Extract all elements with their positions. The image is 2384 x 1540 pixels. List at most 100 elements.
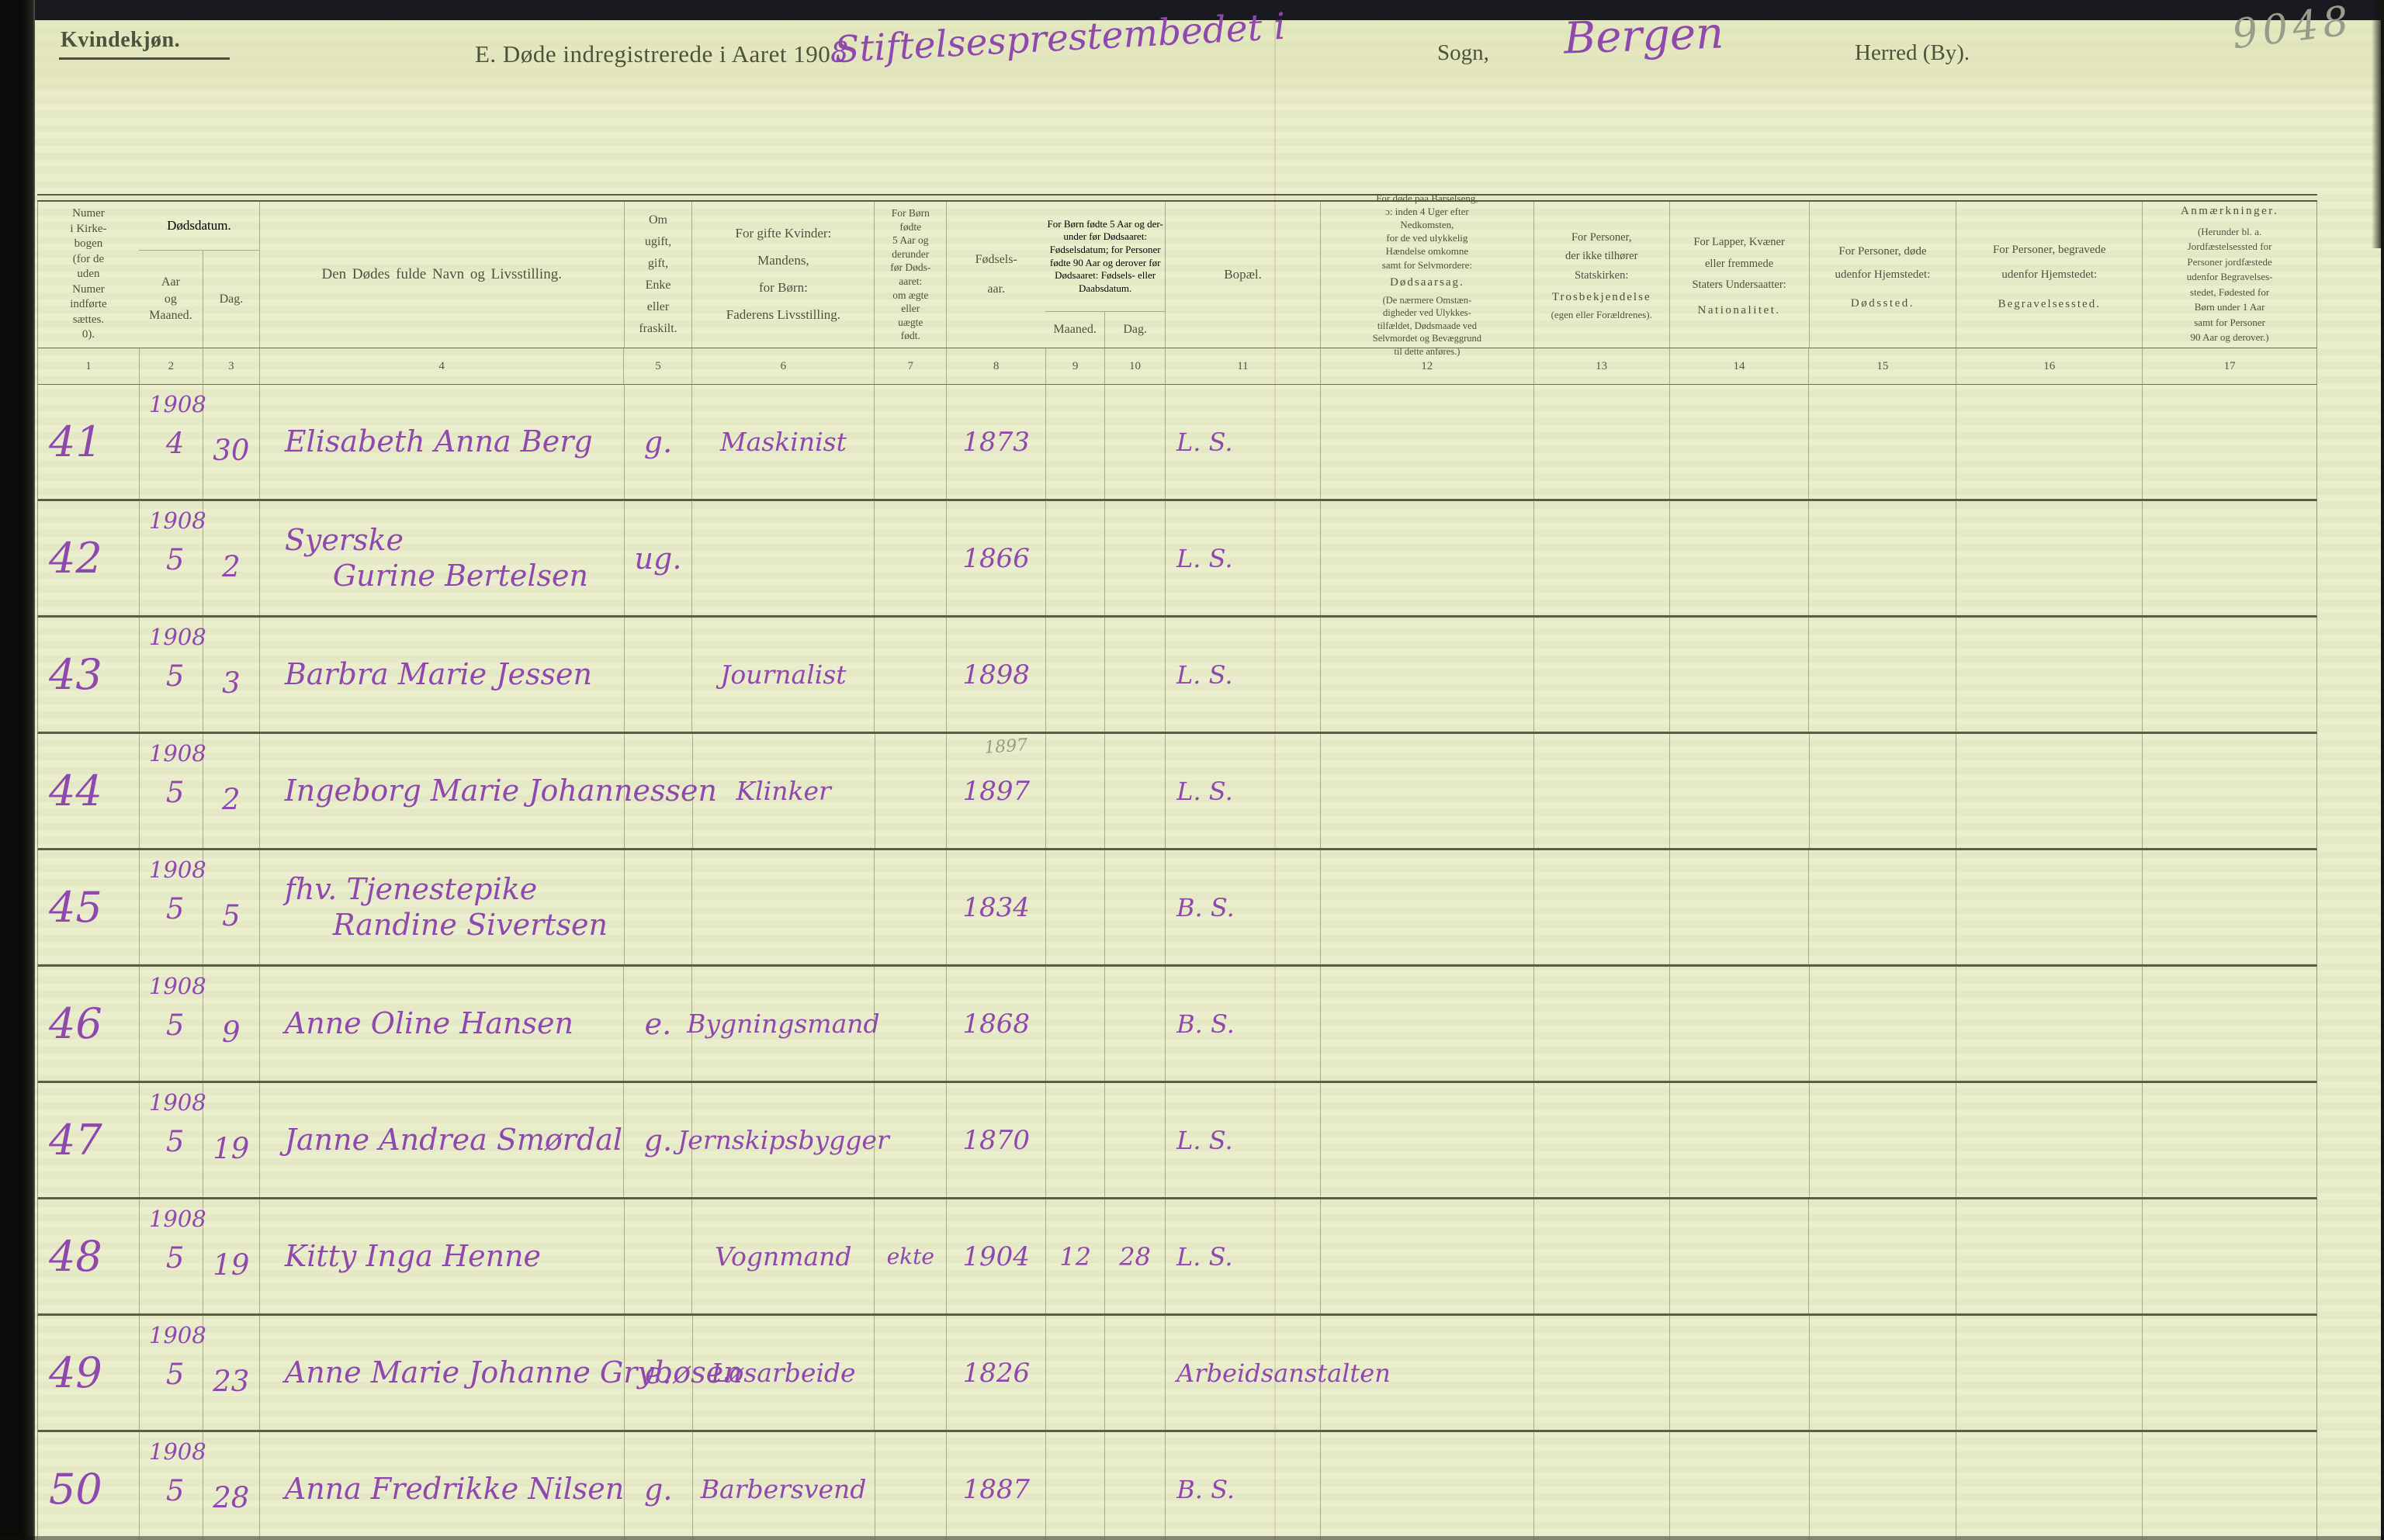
table-row: 46 1908 5 9 Anne Oline Hansen e. Bygning… [37, 967, 2317, 1083]
cell-marital-status: g. [623, 1432, 692, 1540]
col-header-dodsdatum: Dødsdatum. [138, 202, 259, 251]
residence: L. S. [1176, 427, 1233, 457]
death-day: 5 [222, 899, 241, 933]
death-year: 1908 [148, 1089, 206, 1116]
cell-legitimacy [874, 734, 947, 848]
entry-number: 43 [49, 650, 102, 699]
death-year: 1908 [148, 1206, 206, 1232]
column-number: 9 [1045, 348, 1104, 384]
cell-legitimacy [874, 850, 946, 964]
name-line1: Anne Marie Johanne Grybøsen [284, 1355, 743, 1389]
col-header-mandens-livsstilling: For gifte Kvinder: Mandens, for Børn: Fa… [691, 202, 874, 348]
cell-birth-day [1104, 734, 1165, 848]
col-header-nationalitet: For Lapper, Kvæner eller fremmede Stater… [1668, 202, 1809, 348]
cell-residence: B. S. [1165, 850, 1320, 964]
cell-remarks [2142, 1199, 2316, 1313]
cell-birth-year: 1898 [946, 618, 1045, 732]
cell-burial-place [1956, 1199, 2142, 1313]
death-year: 1908 [148, 740, 206, 767]
death-month: 5 [165, 1358, 185, 1391]
cell-occupation: Bygningsmand [687, 967, 880, 1081]
col-header-begravelsessted: For Personer, begravede udenfor Hjemsted… [1956, 202, 2142, 348]
cell-creed [1533, 1083, 1669, 1197]
cell-residence: L. S. [1165, 501, 1320, 615]
cell-full-name: Anne Oline Hansen [258, 967, 624, 1081]
cell-birth-day [1104, 1083, 1165, 1197]
death-month: 5 [165, 1009, 185, 1042]
table-row: 49 1908 5 23 Anne Marie Johanne Grybøsen… [37, 1316, 2317, 1432]
cell-marital-status: ug. [623, 501, 692, 615]
cell-marital-status [623, 618, 692, 732]
column-number: 14 [1668, 348, 1809, 384]
cell-birth-year: 1868 [946, 967, 1045, 1081]
death-day: 28 [213, 1481, 250, 1514]
col-header-fodselsaar: Fødsels- aar. [946, 202, 1045, 348]
death-year: 1908 [148, 973, 206, 999]
residence: L. S. [1176, 659, 1233, 690]
cell-birth-year: 1834 [946, 850, 1045, 964]
entry-number: 49 [49, 1348, 102, 1397]
cell-birth-year: 1826 [946, 1316, 1045, 1430]
cell-burial-place [1956, 501, 2142, 615]
column-number: 12 [1319, 348, 1533, 384]
cell-marital-status: g. [623, 385, 692, 499]
birth-year: 1898 [962, 659, 1030, 690]
table-top-rule [37, 194, 2317, 202]
scan-edge-bottom [0, 1536, 2384, 1540]
birth-year: 1826 [962, 1357, 1031, 1389]
birth-day: 28 [1119, 1241, 1151, 1272]
cell-residence: Arbeidsanstalten [1165, 1316, 1391, 1430]
residence: B. S. [1176, 1009, 1235, 1039]
birth-year: 1870 [962, 1124, 1031, 1156]
cell-burial-place [1956, 1432, 2142, 1540]
col-header-dodssted: For Personer, døde udenfor Hjemstedet: D… [1808, 202, 1956, 348]
place-handwritten: Bergen [1562, 8, 1725, 64]
cell-birth-year: 1873 [946, 385, 1045, 499]
cell-legitimacy [874, 501, 946, 615]
death-day: 19 [213, 1132, 250, 1165]
cell-death-day: 5 [202, 850, 259, 964]
cell-death-year-month: 1908 5 [138, 850, 206, 964]
table-row: 43 1908 5 3 Barbra Marie Jessen Journali… [37, 618, 2317, 734]
cell-occupation: Klinker [691, 734, 875, 848]
cell-place-of-death [1808, 1432, 1956, 1540]
birth-year: 1873 [962, 426, 1030, 458]
cell-birth-year: 1870 [946, 1083, 1045, 1197]
cell-birth-day [1104, 618, 1165, 732]
cell-occupation: Jernskipsbygger [677, 1083, 889, 1197]
birth-year: 1834 [962, 891, 1030, 923]
residence: B. S. [1176, 1474, 1235, 1504]
cell-death-year-month: 1908 5 [138, 1432, 206, 1540]
cell-occupation: Journalist [691, 618, 874, 732]
cell-remarks [2142, 1316, 2316, 1430]
cell-death-day: 2 [202, 501, 259, 615]
cell-occupation [691, 850, 874, 964]
col-header-fodselsdatum-group: For Børn fødte 5 Aar og der- under før D… [1045, 202, 1166, 348]
name-line2: Randine Sivertsen [332, 907, 608, 942]
column-number: 13 [1533, 348, 1669, 384]
cell-birth-month [1045, 501, 1104, 615]
entry-number: 45 [49, 883, 102, 932]
column-number: 5 [623, 348, 691, 384]
cell-death-day: 19 [202, 1083, 259, 1197]
cell-death-year-month: 1908 4 [138, 385, 206, 499]
cell-creed [1533, 385, 1669, 499]
birth-month: 12 [1059, 1241, 1091, 1272]
cell-creed [1533, 618, 1669, 732]
marital-status: g. [644, 1472, 673, 1507]
table-row: 50 1908 5 28 Anna Fredrikke Nilsen g. Ba… [37, 1432, 2317, 1540]
cell-entry-number: 41 [38, 385, 139, 499]
residence: B. S. [1176, 892, 1235, 922]
cell-cause-of-death [1320, 734, 1533, 848]
cell-nationality [1668, 1083, 1809, 1197]
cell-birth-month: 12 [1045, 1199, 1104, 1313]
cell-death-day: 2 [202, 734, 259, 848]
col-header-dodsdatum-group: Dødsdatum. Aar og Maaned. Dag. [138, 202, 259, 348]
cell-legitimacy [874, 618, 946, 732]
cell-full-name: Kitty Inga Henne [258, 1199, 624, 1313]
cell-remarks [2142, 967, 2316, 1081]
cell-burial-place [1956, 850, 2142, 964]
occupation: Barbersvend [700, 1474, 867, 1504]
cell-nationality [1668, 734, 1809, 848]
section-label: Kvindekjøn. [59, 28, 230, 60]
